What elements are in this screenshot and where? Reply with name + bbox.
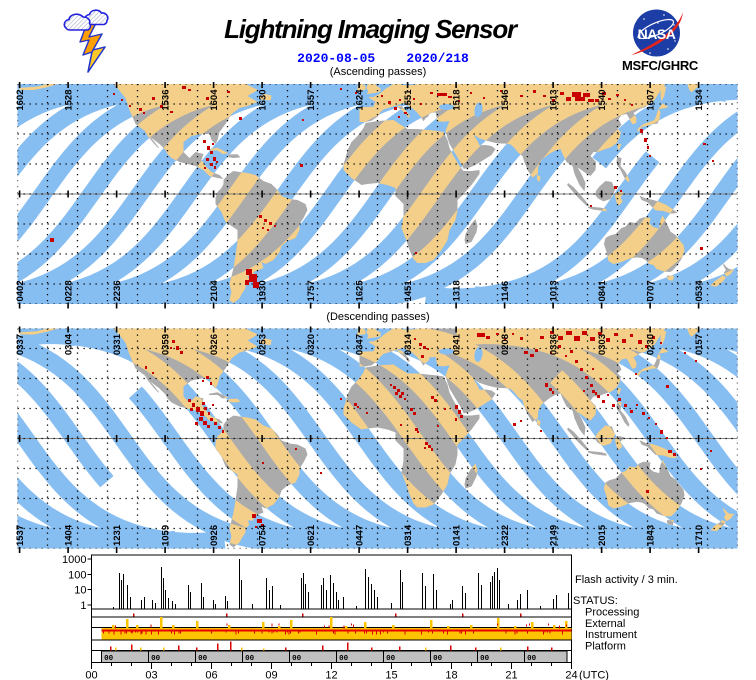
svg-text:00: 00	[433, 655, 443, 663]
svg-text:2015: 2015	[597, 524, 608, 546]
svg-text:1843: 1843	[646, 525, 657, 546]
svg-text:21: 21	[505, 670, 517, 680]
svg-text:2149: 2149	[549, 525, 560, 546]
svg-text:00: 00	[527, 655, 537, 663]
svg-text:1231: 1231	[112, 524, 123, 546]
svg-text:0157: 0157	[694, 334, 705, 355]
svg-text:1602: 1602	[15, 90, 26, 111]
svg-text:Instrument: Instrument	[585, 629, 637, 641]
svg-text:0754: 0754	[258, 524, 269, 546]
svg-text:00: 00	[480, 655, 490, 663]
svg-text:0337: 0337	[15, 334, 26, 355]
svg-text:1540: 1540	[597, 90, 608, 111]
svg-text:18: 18	[445, 670, 457, 680]
svg-text:1613: 1613	[549, 90, 560, 111]
svg-text:0314: 0314	[403, 524, 414, 546]
svg-text:1546: 1546	[500, 90, 511, 111]
svg-text:0347: 0347	[355, 334, 366, 355]
svg-text:0230: 0230	[646, 334, 657, 355]
svg-text:(UTC): (UTC)	[579, 670, 609, 680]
svg-text:15: 15	[385, 670, 397, 680]
svg-text:0336: 0336	[549, 334, 560, 355]
svg-text:0326: 0326	[209, 334, 220, 355]
svg-text:00: 00	[386, 655, 396, 663]
svg-text:12: 12	[325, 670, 337, 680]
svg-text:Platform: Platform	[585, 641, 626, 653]
svg-text:1557: 1557	[306, 90, 317, 111]
svg-text:1625: 1625	[355, 280, 366, 302]
svg-text:1318: 1318	[452, 280, 463, 301]
svg-text:10: 10	[74, 585, 86, 597]
svg-text:1534: 1534	[694, 89, 705, 111]
svg-text:0841: 0841	[597, 280, 608, 302]
svg-text:0331: 0331	[112, 333, 123, 355]
svg-text:0534: 0534	[694, 280, 705, 302]
svg-text:0621: 0621	[306, 524, 317, 546]
svg-text:0320: 0320	[306, 334, 317, 355]
svg-text:1537: 1537	[15, 525, 26, 546]
svg-text:STATUS:: STATUS:	[573, 595, 618, 607]
svg-text:0253: 0253	[258, 334, 269, 355]
svg-text:1607: 1607	[646, 90, 657, 111]
svg-text:24: 24	[565, 670, 577, 680]
svg-text:0228: 0228	[64, 280, 75, 301]
svg-text:00: 00	[292, 655, 302, 663]
svg-text:0141: 0141	[452, 524, 463, 546]
svg-text:0926: 0926	[209, 525, 220, 546]
svg-text:00: 00	[198, 655, 208, 663]
svg-text:0447: 0447	[355, 525, 366, 546]
svg-text:1604: 1604	[209, 89, 220, 111]
svg-text:1757: 1757	[306, 280, 317, 301]
svg-text:1404: 1404	[64, 524, 75, 546]
svg-text:Processing: Processing	[585, 607, 639, 619]
svg-text:1000: 1000	[62, 554, 86, 566]
svg-text:2104: 2104	[209, 280, 220, 302]
svg-text:1: 1	[80, 600, 86, 612]
svg-text:00: 00	[85, 670, 97, 680]
svg-text:100: 100	[68, 569, 86, 581]
svg-text:1013: 1013	[549, 280, 560, 301]
svg-text:NASA: NASA	[638, 26, 676, 42]
svg-text:1451: 1451	[403, 280, 414, 302]
svg-text:09: 09	[265, 670, 277, 680]
svg-text:0707: 0707	[646, 280, 657, 301]
svg-text:1528: 1528	[64, 90, 75, 111]
svg-text:External: External	[585, 618, 625, 630]
svg-text:06: 06	[205, 670, 217, 680]
svg-text:1059: 1059	[161, 525, 172, 546]
svg-text:2322: 2322	[500, 525, 511, 546]
svg-text:00: 00	[104, 655, 114, 663]
svg-text:0304: 0304	[64, 333, 75, 355]
svg-text:00: 00	[339, 655, 349, 663]
svg-text:0208: 0208	[500, 334, 511, 355]
svg-text:1551: 1551	[403, 89, 414, 111]
svg-text:1146: 1146	[500, 281, 511, 302]
svg-text:0241: 0241	[452, 333, 463, 355]
svg-text:1518: 1518	[452, 90, 463, 111]
svg-text:0314: 0314	[403, 333, 414, 355]
svg-text:1630: 1630	[258, 90, 269, 111]
svg-text:00: 00	[245, 655, 255, 663]
svg-text:03: 03	[145, 670, 157, 680]
svg-text:2236: 2236	[112, 280, 123, 301]
svg-text:Flash activity / 3 min.: Flash activity / 3 min.	[575, 574, 678, 586]
svg-text:0359: 0359	[161, 334, 172, 355]
svg-text:1930: 1930	[258, 280, 269, 301]
svg-text:1536: 1536	[161, 90, 172, 111]
svg-text:00: 00	[151, 655, 161, 663]
svg-text:1624: 1624	[355, 89, 366, 111]
svg-text:0303: 0303	[597, 334, 608, 355]
svg-text:0402: 0402	[15, 280, 26, 301]
svg-text:1710: 1710	[694, 525, 705, 546]
